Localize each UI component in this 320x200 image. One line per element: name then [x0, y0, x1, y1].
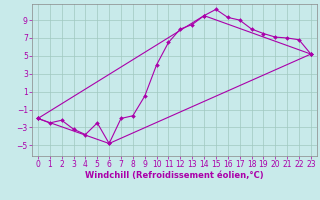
X-axis label: Windchill (Refroidissement éolien,°C): Windchill (Refroidissement éolien,°C)	[85, 171, 264, 180]
